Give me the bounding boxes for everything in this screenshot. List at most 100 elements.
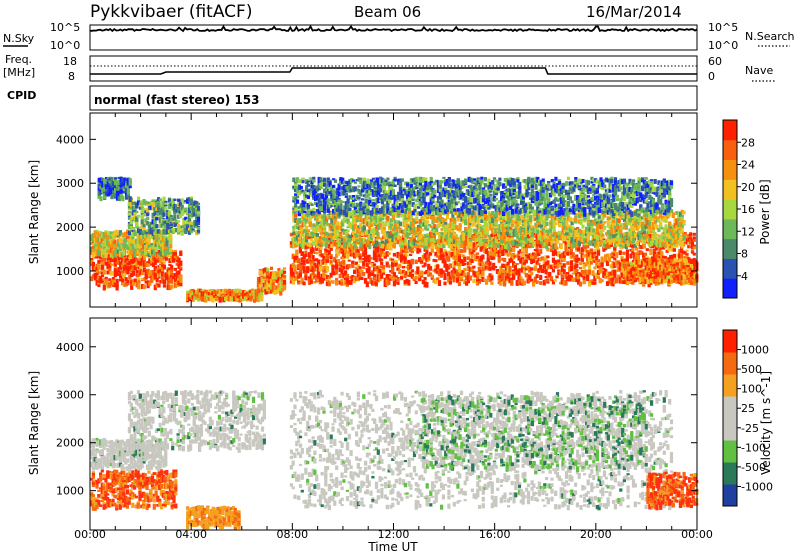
scatter-cell <box>320 254 324 258</box>
scatter-cell <box>152 236 157 242</box>
scatter-cell <box>374 267 378 271</box>
scatter-cell <box>258 283 262 289</box>
scatter-cell <box>149 221 153 226</box>
scatter-cell <box>380 226 385 232</box>
scatter-cell <box>101 181 105 187</box>
scatter-cell <box>111 256 116 263</box>
scatter-cell <box>169 248 173 253</box>
scatter-cell <box>314 232 318 236</box>
scatter-cell <box>115 235 119 238</box>
scatter-cell <box>156 238 160 243</box>
scatter-cell <box>370 231 374 237</box>
scatter-cell <box>122 266 126 272</box>
scatter-cell <box>369 278 373 284</box>
scatter-cell <box>528 278 532 283</box>
scatter-cell <box>162 279 166 283</box>
scatter-cell <box>427 274 431 277</box>
scatter-cell <box>320 274 324 279</box>
scatter-cell <box>506 253 510 257</box>
scatter-cell <box>264 285 268 290</box>
scatter-cell <box>492 262 496 267</box>
scatter-cell <box>169 252 173 255</box>
scatter-cell <box>515 280 519 286</box>
scatter-cell <box>170 272 174 276</box>
scatter-cell <box>549 264 554 269</box>
scatter-cell <box>218 296 222 302</box>
scatter-cell <box>566 272 570 275</box>
scatter-cell <box>298 268 302 274</box>
scatter-cell <box>131 216 135 221</box>
scatter-cell <box>548 274 552 278</box>
scatter-cell <box>351 263 355 269</box>
scatter-cell <box>151 275 156 281</box>
scatter-cell <box>302 259 306 266</box>
scatter-cell <box>102 278 106 281</box>
scatter-cell <box>335 240 339 243</box>
scatter-cell <box>616 260 620 265</box>
scatter-cell <box>418 257 422 263</box>
scatter-cell <box>669 248 673 251</box>
scatter-cell <box>649 252 653 255</box>
scatter-cell <box>600 262 604 267</box>
scatter-cell <box>125 191 129 196</box>
scatter-cell <box>667 245 671 252</box>
scatter-cell <box>292 225 296 229</box>
scatter-cell <box>436 243 441 247</box>
scatter-cell <box>104 191 109 196</box>
scatter-cell <box>425 270 429 274</box>
scatter-cell <box>587 264 592 269</box>
scatter-cell <box>196 212 201 218</box>
scatter-cell <box>177 214 181 219</box>
scatter-cell <box>157 283 161 288</box>
scatter-cell <box>418 227 422 233</box>
scatter-cell <box>379 222 383 229</box>
scatter-cell <box>398 253 402 257</box>
scatter-cell <box>370 235 374 240</box>
scatter-cell <box>369 272 373 275</box>
scatter-cell <box>396 277 400 281</box>
scatter-cell <box>213 294 217 298</box>
scatter-cell <box>109 240 113 245</box>
scatter-cell <box>319 225 323 229</box>
scatter-cell <box>436 224 441 228</box>
scatter-cell <box>385 251 389 257</box>
scatter-cell <box>169 214 173 218</box>
scatter-cell <box>341 212 345 217</box>
scatter-cell <box>544 261 548 267</box>
scatter-cell <box>396 239 400 245</box>
scatter-cell <box>415 232 419 236</box>
scatter-cell <box>93 238 97 244</box>
scatter-cell <box>324 231 329 236</box>
scatter-cell <box>380 212 385 217</box>
scatter-cell <box>437 255 442 261</box>
scatter-cell <box>571 277 575 282</box>
scatter-cell <box>636 255 640 261</box>
scatter-cell <box>119 193 123 199</box>
scatter-cell <box>497 271 501 276</box>
scatter-cell <box>636 250 640 255</box>
scatter-cell <box>106 254 110 260</box>
scatter-cell <box>400 212 404 218</box>
scatter-cell <box>177 282 181 286</box>
scatter-cell <box>319 244 323 248</box>
scatter-cell <box>144 230 148 235</box>
scatter-cell <box>415 243 419 246</box>
scatter-cell <box>163 246 167 250</box>
scatter-cell <box>645 248 649 251</box>
scatter-cell <box>356 264 360 269</box>
scatter-cell <box>474 247 478 251</box>
scatter-cell <box>358 253 362 258</box>
scatter-cell <box>589 261 593 265</box>
scatter-cell <box>351 248 355 253</box>
scatter-cell <box>302 254 306 259</box>
scatter-cell <box>304 242 308 248</box>
scatter-cell <box>169 226 173 233</box>
scatter-cell <box>481 266 485 271</box>
scatter-cell <box>130 272 134 278</box>
scatter-cell <box>479 269 483 275</box>
scatter-cell <box>389 225 394 230</box>
scatter-cell <box>162 196 166 203</box>
scatter-cell <box>338 267 342 273</box>
scatter-cell <box>437 280 442 286</box>
scatter-cell <box>423 253 427 259</box>
